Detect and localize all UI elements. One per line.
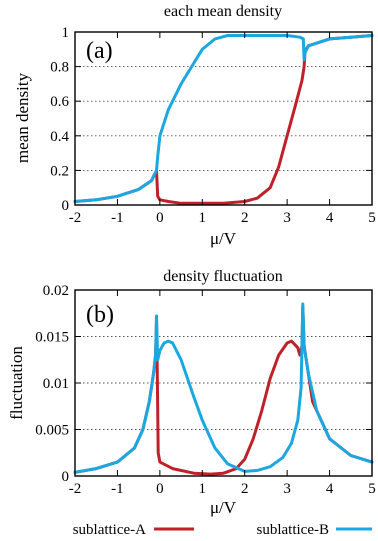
panel-a-xtick-label: 3 [283,210,291,226]
panel-a-xtick-label: 5 [368,210,376,226]
panel-b-xtick-label: 2 [241,481,249,497]
panel-a-ytick-label: 0.6 [50,94,69,110]
panel-b-title: density fluctuation [163,268,283,285]
panel-b: density fluctuation 0 0.005 0.01 0.015 0.02 -… [7,268,376,517]
panel-a-ylabel: mean density [13,72,32,163]
panel-a-ytick-label: 1 [62,25,70,41]
panel-a-frame [74,31,373,206]
panel-b-xtick-label: 3 [283,481,291,497]
panel-b-ylabel: fluctuation [7,346,26,420]
panel-a-grid [75,66,372,171]
panel-a: each mean density 0 0.2 0.4 0.6 0.8 1 -2 -1 0 1 2 3… [13,3,376,248]
panel-b-series [73,302,374,476]
panel-a-xtick-label: 2 [241,210,249,226]
panel-a-xlabel: μ/V [210,229,237,248]
panel-a-ytick-label: 0 [62,198,70,214]
panel-b-ytick-label: 0.015 [35,330,69,346]
panel-b-ytick-label: 0 [62,469,70,485]
panel-b-xtick-label: 5 [368,481,376,497]
panel-a-ytick-label: 0.2 [50,163,69,179]
panel-b-label: (b) [86,302,114,328]
panel-a-ytick-label: 0.8 [50,60,69,76]
panel-a-xtick-label: -1 [111,210,124,226]
panel-a-xtick-label: 4 [326,210,334,226]
panel-b-series-sublattice-b [73,302,374,474]
panel-a-series [73,34,374,205]
panel-b-xtick-label: 4 [326,481,334,497]
panel-a-xtick-label: 0 [156,210,164,226]
panel-a-xtick-label: -2 [69,210,82,226]
panel-b-grid [75,336,372,430]
panel-a-xtick-label: 1 [199,210,207,226]
panel-a-title: each mean density [164,3,282,20]
panel-a-label: (a) [86,38,113,64]
panel-b-ticks: 0 0.005 0.01 0.015 0.02 -2 -1 0 1 2 3 4 5 [35,283,376,497]
legend-label-sublattice-a: sublattice-A [73,522,146,538]
panel-b-series-sublattice-a [73,305,374,476]
panel-b-ytick-label: 0.005 [35,423,69,439]
panel-b-xtick-label: -2 [69,481,82,497]
panel-b-ytick-label: 0.02 [43,283,69,299]
panel-b-ytick-label: 0.01 [43,376,69,392]
panel-a-series-sublattice-b [73,34,374,203]
legend-label-sublattice-b: sublattice-B [257,522,329,538]
panel-b-xlabel: μ/V [210,498,237,517]
legend: sublattice-A sublattice-B [73,522,372,538]
panel-b-xtick-label: 1 [199,481,207,497]
panel-a-ticks: 0 0.2 0.4 0.6 0.8 1 -2 -1 0 1 2 3 4 5 [50,25,376,226]
panel-b-xtick-label: -1 [111,481,124,497]
panel-b-xtick-label: 0 [156,481,164,497]
panel-a-series-sublattice-a [73,34,374,205]
panel-a-ytick-label: 0.4 [50,129,69,145]
